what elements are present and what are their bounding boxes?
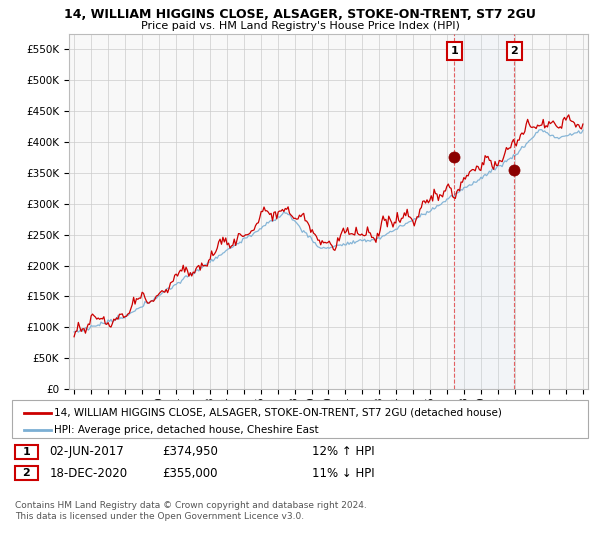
Text: 1: 1 [23, 447, 30, 457]
Text: Price paid vs. HM Land Registry's House Price Index (HPI): Price paid vs. HM Land Registry's House … [140, 21, 460, 31]
Text: 02-JUN-2017: 02-JUN-2017 [49, 445, 124, 459]
Bar [454, 34, 514, 389]
Text: Contains HM Land Registry data © Crown copyright and database right 2024.
This d: Contains HM Land Registry data © Crown c… [15, 501, 367, 521]
Text: 2: 2 [511, 46, 518, 57]
Text: 11% ↓ HPI: 11% ↓ HPI [312, 466, 374, 480]
Text: 1: 1 [451, 46, 458, 57]
Text: 18-DEC-2020: 18-DEC-2020 [49, 466, 127, 480]
Text: 2: 2 [23, 468, 30, 478]
Text: 14, WILLIAM HIGGINS CLOSE, ALSAGER, STOKE-ON-TRENT, ST7 2GU (detached house): 14, WILLIAM HIGGINS CLOSE, ALSAGER, STOK… [54, 408, 502, 418]
Text: £374,950: £374,950 [162, 445, 218, 459]
Text: 14, WILLIAM HIGGINS CLOSE, ALSAGER, STOKE-ON-TRENT, ST7 2GU: 14, WILLIAM HIGGINS CLOSE, ALSAGER, STOK… [64, 8, 536, 21]
Text: HPI: Average price, detached house, Cheshire East: HPI: Average price, detached house, Ches… [54, 424, 319, 435]
Text: £355,000: £355,000 [162, 466, 218, 480]
Text: 12% ↑ HPI: 12% ↑ HPI [312, 445, 374, 459]
